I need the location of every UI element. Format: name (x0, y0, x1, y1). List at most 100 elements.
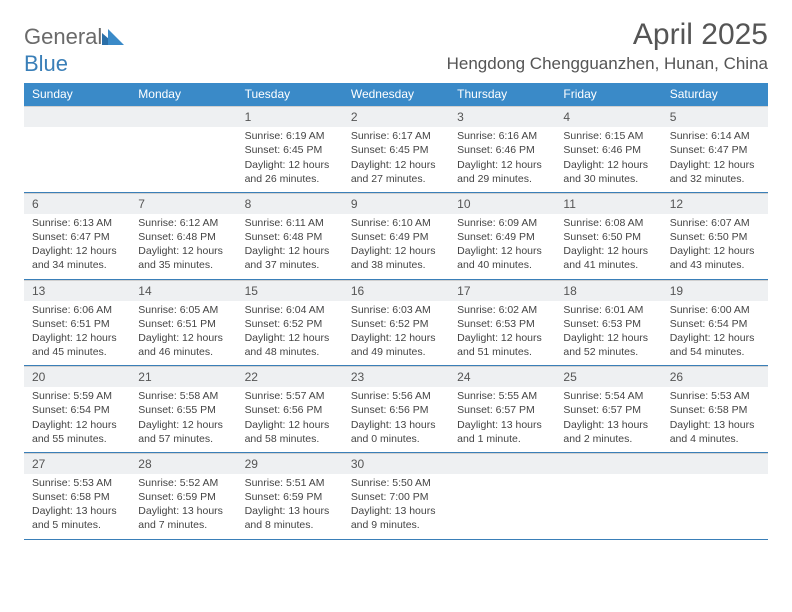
sunset-line: Sunset: 6:46 PM (563, 144, 641, 156)
day-number: 21 (130, 367, 236, 387)
sunset-line: Sunset: 6:52 PM (245, 318, 323, 330)
daylight-line: Daylight: 13 hours and 4 minutes. (670, 419, 755, 445)
day-cell: Sunrise: 6:08 AMSunset: 6:50 PMDaylight:… (555, 214, 661, 279)
week-daynum-row: 6789101112 (24, 193, 768, 214)
week-body-row: Sunrise: 6:13 AMSunset: 6:47 PMDaylight:… (24, 214, 768, 280)
daylight-line: Daylight: 12 hours and 32 minutes. (670, 159, 755, 185)
daylight-line: Daylight: 12 hours and 52 minutes. (563, 332, 648, 358)
day-number: 20 (24, 367, 130, 387)
day-number: 27 (24, 454, 130, 474)
sunset-line: Sunset: 6:47 PM (670, 144, 748, 156)
sunrise-line: Sunrise: 5:51 AM (245, 477, 325, 489)
day-cell: Sunrise: 5:52 AMSunset: 6:59 PMDaylight:… (130, 474, 236, 539)
day-cell: Sunrise: 6:02 AMSunset: 6:53 PMDaylight:… (449, 301, 555, 366)
day-cell: Sunrise: 5:53 AM Sunset: 6:58 PM Daylight:… (662, 387, 768, 452)
week-daynum-row: 20212223242526 (24, 366, 768, 387)
sunset-line: Sunset: 6:56 PM (245, 404, 323, 416)
day-number: 4 (555, 107, 661, 127)
sunrise-line: Sunrise: 6:16 AM (457, 130, 537, 142)
sunrise-line: Sunrise: 6:10 AM (351, 217, 431, 229)
day-number: 25 (555, 367, 661, 387)
page-title: April 2025 (447, 18, 768, 52)
daylight-line: Daylight: 12 hours and 34 minutes. (32, 245, 117, 271)
location-subtitle: Hengdong Chengguanzhen, Hunan, China (447, 54, 768, 74)
day-number: 1 (237, 107, 343, 127)
day-number: 22 (237, 367, 343, 387)
day-number: 19 (662, 281, 768, 301)
sunset-line: Sunset: 7:00 PM (351, 491, 429, 503)
daylight-line: Daylight: 12 hours and 35 minutes. (138, 245, 223, 271)
day-cell: Sunrise: 6:09 AM Sunset: 6:49 PM Daylight:… (449, 214, 555, 279)
sunset-line: Sunset: 6:54 PM (32, 404, 110, 416)
sunset-line: Sunset: 6:47 PM (32, 231, 110, 243)
day-cell: Sunrise: 6:05 AMSunset: 6:51 PMDaylight:… (130, 301, 236, 366)
brand-text: GeneralBlue (24, 24, 124, 77)
sunrise-line: Sunrise: 6:15 AM (563, 130, 643, 142)
daylight-line: Daylight: 12 hours and 38 minutes. (351, 245, 436, 271)
day-cell: Sunrise: 6:17 AMSunset: 6:45 PMDaylight:… (343, 127, 449, 192)
sunrise-line: Sunrise: 6:01 AM (563, 304, 643, 316)
sunrise-line: Sunrise: 5:56 AM (351, 390, 431, 402)
brand-part1: General (24, 24, 102, 49)
week-body-row: Sunrise: 5:59 AM Sunset: 6:54 PM Daylight:… (24, 387, 768, 453)
daylight-line: Daylight: 12 hours and 45 minutes. (32, 332, 117, 358)
calendar-table: SundayMondayTuesdayWednesdayThursdayFrid… (24, 83, 768, 539)
day-cell (449, 474, 555, 539)
day-cell: Sunrise: 5:50 AMSunset: 7:00 PMDaylight:… (343, 474, 449, 539)
sunset-line: Sunset: 6:59 PM (245, 491, 323, 503)
sunrise-line: Sunrise: 5:59 AM (32, 390, 112, 402)
daylight-line: Daylight: 12 hours and 54 minutes. (670, 332, 755, 358)
day-number (130, 107, 236, 127)
daylight-line: Daylight: 12 hours and 30 minutes. (563, 159, 648, 185)
week-daynum-row: 27282930 (24, 453, 768, 474)
day-cell: Sunrise: 6:14 AMSunset: 6:47 PMDaylight:… (662, 127, 768, 192)
sunset-line: Sunset: 6:49 PM (351, 231, 429, 243)
sunset-line: Sunset: 6:53 PM (563, 318, 641, 330)
week-body-row: Sunrise: 6:19 AMSunset: 6:45 PMDaylight:… (24, 127, 768, 193)
sunrise-line: Sunrise: 5:50 AM (351, 477, 431, 489)
sunrise-line: Sunrise: 5:54 AM (563, 390, 643, 402)
sunset-line: Sunset: 6:48 PM (138, 231, 216, 243)
day-number: 30 (343, 454, 449, 474)
day-cell: Sunrise: 6:19 AMSunset: 6:45 PMDaylight:… (237, 127, 343, 192)
day-cell (130, 127, 236, 192)
sunset-line: Sunset: 6:53 PM (457, 318, 535, 330)
sunrise-line: Sunrise: 6:07 AM (670, 217, 750, 229)
day-cell: Sunrise: 6:12 AMSunset: 6:48 PMDaylight:… (130, 214, 236, 279)
sunrise-line: Sunrise: 6:19 AM (245, 130, 325, 142)
day-number: 18 (555, 281, 661, 301)
sunrise-line: Sunrise: 6:02 AM (457, 304, 537, 316)
week-daynum-row: 12345 (24, 106, 768, 127)
day-number: 11 (555, 194, 661, 214)
daylight-line: Daylight: 12 hours and 40 minutes. (457, 245, 542, 271)
sunrise-line: Sunrise: 5:52 AM (138, 477, 218, 489)
daylight-line: Daylight: 12 hours and 27 minutes. (351, 159, 436, 185)
sunset-line: Sunset: 6:59 PM (138, 491, 216, 503)
day-cell: Sunrise: 6:03 AMSunset: 6:52 PMDaylight:… (343, 301, 449, 366)
day-cell: Sunrise: 5:55 AMSunset: 6:57 PMDaylight:… (449, 387, 555, 452)
day-cell: Sunrise: 5:58 AMSunset: 6:55 PMDaylight:… (130, 387, 236, 452)
day-cell (662, 474, 768, 539)
day-number: 23 (343, 367, 449, 387)
sunset-line: Sunset: 6:58 PM (670, 404, 748, 416)
sunset-line: Sunset: 6:49 PM (457, 231, 535, 243)
daylight-line: Daylight: 12 hours and 58 minutes. (245, 419, 330, 445)
daylight-line: Daylight: 13 hours and 8 minutes. (245, 505, 330, 531)
sunset-line: Sunset: 6:52 PM (351, 318, 429, 330)
sunrise-line: Sunrise: 5:55 AM (457, 390, 537, 402)
day-cell: Sunrise: 5:57 AMSunset: 6:56 PMDaylight:… (237, 387, 343, 452)
sunrise-line: Sunrise: 6:09 AM (457, 217, 537, 229)
daylight-line: Daylight: 12 hours and 55 minutes. (32, 419, 117, 445)
sunset-line: Sunset: 6:50 PM (563, 231, 641, 243)
day-cell: Sunrise: 5:54 AMSunset: 6:57 PMDaylight:… (555, 387, 661, 452)
day-number (449, 454, 555, 474)
sunrise-line: Sunrise: 5:53 AM (670, 390, 750, 402)
day-number: 6 (24, 194, 130, 214)
sunrise-line: Sunrise: 6:08 AM (563, 217, 643, 229)
day-number (24, 107, 130, 127)
sunset-line: Sunset: 6:54 PM (670, 318, 748, 330)
day-number: 28 (130, 454, 236, 474)
day-cell: Sunrise: 5:51 AM Sunset: 6:59 PM Daylight:… (237, 474, 343, 539)
sunset-line: Sunset: 6:58 PM (32, 491, 110, 503)
day-number: 13 (24, 281, 130, 301)
